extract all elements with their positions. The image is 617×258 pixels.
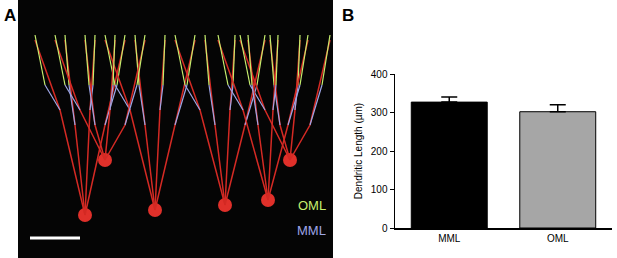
svg-text:300: 300	[371, 107, 388, 118]
svg-text:200: 200	[371, 146, 388, 157]
svg-text:A: A	[4, 6, 16, 25]
svg-text:MML: MML	[297, 223, 326, 238]
svg-text:OML: OML	[298, 198, 326, 213]
svg-text:0: 0	[382, 223, 388, 234]
svg-text:B: B	[342, 6, 354, 25]
svg-text:OML: OML	[547, 233, 569, 244]
svg-text:Dendritic Length (µm): Dendritic Length (µm)	[353, 103, 364, 199]
svg-text:400: 400	[371, 69, 388, 80]
svg-text:100: 100	[371, 184, 388, 195]
svg-text:MML: MML	[438, 233, 461, 244]
